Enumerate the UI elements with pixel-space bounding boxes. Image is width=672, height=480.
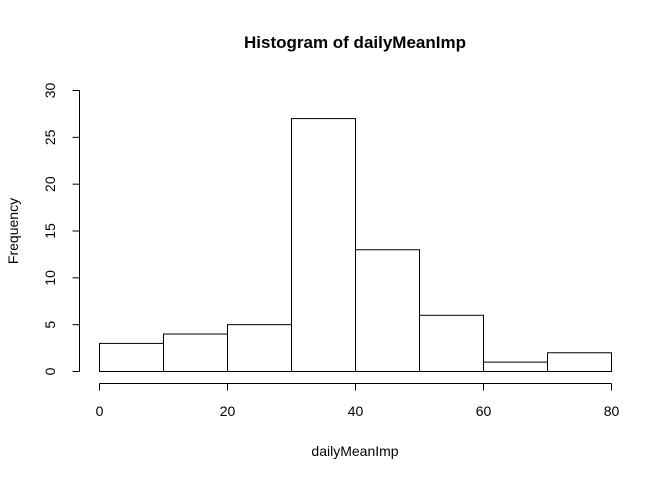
bars-group xyxy=(99,118,612,373)
x-tick-label-2: 40 xyxy=(348,403,364,419)
y-tick-label-0: 0 xyxy=(42,367,58,375)
histogram-bar-0 xyxy=(99,342,164,372)
x-axis-label: dailyMeanImp xyxy=(311,443,398,459)
y-tick-label-4: 20 xyxy=(42,176,58,192)
histogram-bar-5 xyxy=(419,314,484,372)
y-tick-label-1: 5 xyxy=(42,321,58,329)
chart-title: Histogram of dailyMeanImp xyxy=(244,33,466,52)
histogram-bar-6 xyxy=(483,361,548,372)
y-tick-label-5: 25 xyxy=(42,129,58,145)
y-axis: 0 5 10 15 20 25 30 xyxy=(42,83,80,375)
y-tick-label-3: 15 xyxy=(42,223,58,239)
histogram-bar-3 xyxy=(291,118,356,372)
x-tick-label-1: 20 xyxy=(220,403,236,419)
x-axis: 0 20 40 60 80 xyxy=(96,383,620,419)
y-axis-label: Frequency xyxy=(5,198,21,264)
x-tick-label-4: 80 xyxy=(604,403,620,419)
histogram-bar-2 xyxy=(227,324,292,372)
histogram-bar-1 xyxy=(163,333,228,372)
x-tick-label-0: 0 xyxy=(96,403,104,419)
x-tick-label-3: 60 xyxy=(476,403,492,419)
y-tick-label-2: 10 xyxy=(42,270,58,286)
y-tick-label-6: 30 xyxy=(42,83,58,99)
histogram-bar-7 xyxy=(547,352,612,372)
histogram-bar-4 xyxy=(355,249,420,373)
